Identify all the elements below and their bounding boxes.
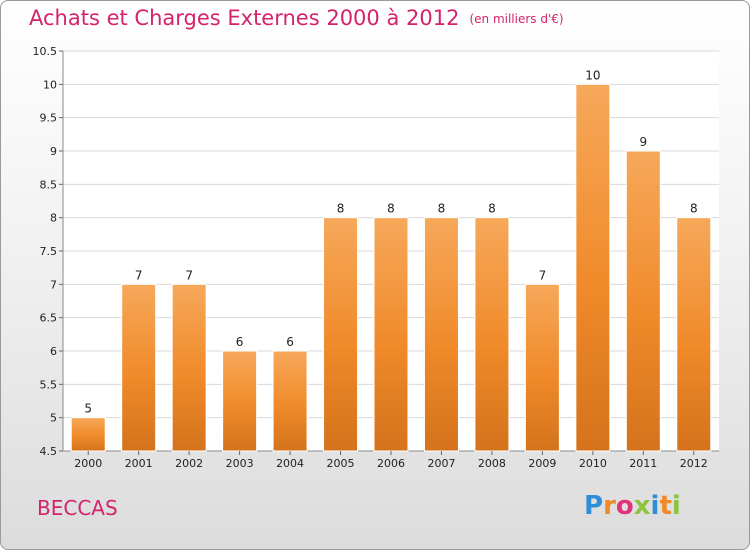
x-tick-label: 2010 [579, 457, 607, 470]
y-tick-label: 5 [50, 412, 57, 425]
bar [423, 217, 459, 452]
logo-letter: i [650, 491, 660, 521]
y-tick-label: 4.5 [40, 445, 58, 458]
bar [171, 283, 207, 452]
bar-value-label: 8 [488, 202, 496, 216]
bar-value-label: 8 [438, 202, 446, 216]
chart-title: Achats et Charges Externes 2000 à 2012 (e… [29, 6, 564, 30]
x-tick-label: 2012 [680, 457, 708, 470]
y-tick-label: 6.5 [40, 312, 58, 325]
bar [625, 150, 661, 452]
x-tick-label: 2001 [125, 457, 153, 470]
x-tick-label: 2003 [226, 457, 254, 470]
y-tick-label: 9 [50, 145, 57, 158]
x-tick-label: 2009 [528, 457, 556, 470]
bar [222, 350, 258, 452]
bar [70, 417, 106, 452]
bar-value-label: 7 [135, 268, 143, 282]
x-tick-label: 2004 [276, 457, 304, 470]
bar [121, 283, 157, 452]
bar-value-label: 8 [387, 202, 395, 216]
bar [676, 217, 712, 452]
commune-name: BECCAS [37, 496, 118, 520]
logo-letter: o [615, 491, 634, 521]
bar [272, 350, 308, 452]
bar [575, 83, 611, 452]
bar-value-label: 10 [585, 68, 600, 82]
logo-letter: r [603, 491, 616, 521]
chart-title-text: Achats et Charges Externes 2000 à 2012 [29, 6, 460, 30]
logo-letter: P [584, 491, 604, 521]
x-tick-label: 2005 [327, 457, 355, 470]
bar-value-label: 7 [539, 268, 547, 282]
logo-letter: t [659, 491, 672, 521]
x-tick-label: 2011 [629, 457, 657, 470]
y-tick-label: 10 [43, 78, 57, 91]
y-tick-label: 9.5 [40, 112, 58, 125]
y-tick-label: 7 [50, 278, 57, 291]
bar-value-label: 9 [639, 135, 647, 149]
x-tick-label: 2006 [377, 457, 405, 470]
y-tick-label: 10.5 [33, 45, 58, 58]
y-tick-label: 7.5 [40, 245, 58, 258]
y-tick-label: 6 [50, 345, 57, 358]
chart-unit: (en milliers d'€) [469, 12, 564, 26]
bar [524, 283, 560, 452]
proxiti-logo: Proxiti [584, 491, 681, 521]
bar-value-label: 6 [236, 335, 244, 349]
logo-letter: i [671, 491, 681, 521]
x-tick-label: 2002 [175, 457, 203, 470]
bar-value-label: 6 [286, 335, 294, 349]
y-tick-label: 5.5 [40, 378, 58, 391]
x-tick-label: 2007 [427, 457, 455, 470]
y-tick-label: 8.5 [40, 178, 58, 191]
bar-value-label: 8 [337, 202, 345, 216]
logo-letter: x [633, 491, 651, 521]
bar [474, 217, 510, 452]
bar-value-label: 8 [690, 202, 698, 216]
bar [373, 217, 409, 452]
y-tick-label: 8 [50, 212, 57, 225]
bar [323, 217, 359, 452]
bar-value-label: 5 [84, 402, 92, 416]
x-tick-label: 2008 [478, 457, 506, 470]
x-tick-label: 2000 [74, 457, 102, 470]
bar-value-label: 7 [185, 268, 193, 282]
